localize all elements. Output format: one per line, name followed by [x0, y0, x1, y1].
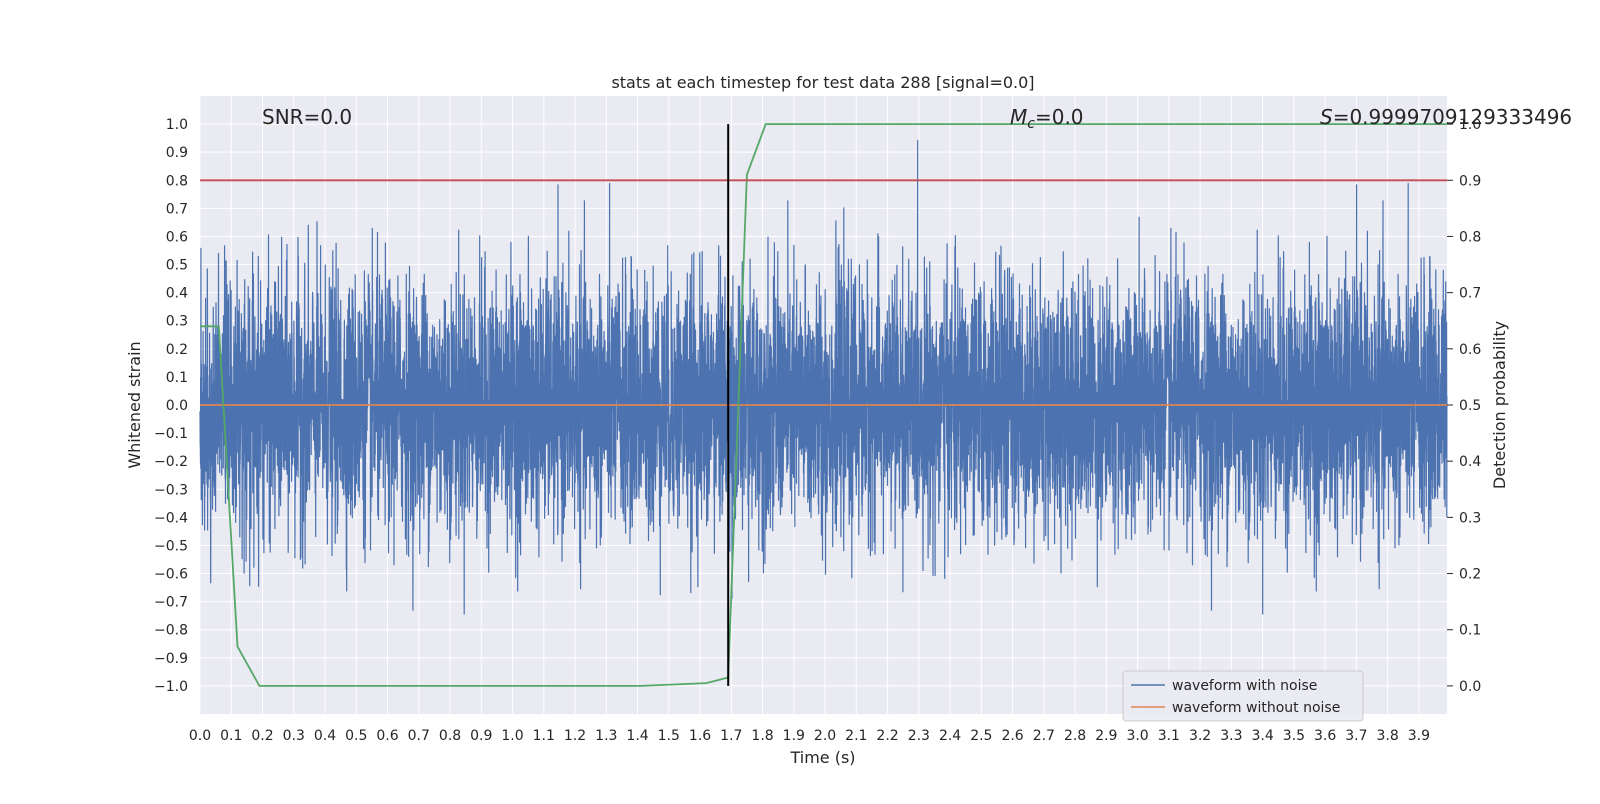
x-tick-label: 2.2	[876, 728, 898, 744]
y-tick-label: 0.9	[166, 145, 188, 161]
y2-tick-label: 0.9	[1459, 173, 1481, 189]
x-tick-label: 3.8	[1376, 728, 1398, 744]
score-annotation: S=0.9999709129333496	[1320, 105, 1572, 129]
series-line-detection-probability	[200, 123, 1447, 687]
legend-label-noisy: waveform with noise	[1172, 678, 1317, 694]
x-tick-label: 2.9	[1095, 728, 1117, 744]
y-tick-label: −0.2	[154, 454, 188, 470]
x-tick-label: 0.7	[408, 728, 430, 744]
y2-tick-label: 0.4	[1459, 454, 1481, 470]
x-tick-label: 0.3	[283, 728, 305, 744]
y-tick-label: 0.3	[166, 314, 188, 330]
y-tick-label: 0.6	[166, 229, 188, 245]
x-tick-label: 2.5	[970, 728, 992, 744]
x-tick-label: 1.2	[564, 728, 586, 744]
x-tick-label: 2.3	[908, 728, 930, 744]
series-noisy-waveform	[199, 139, 1448, 615]
x-tick-label: 1.5	[658, 728, 680, 744]
x-tick-label: 2.1	[845, 728, 867, 744]
series-line-waveform-with-noise	[199, 139, 1448, 615]
x-tick-label: 2.0	[814, 728, 836, 744]
y-tick-label: −0.7	[154, 595, 188, 611]
x-tick-label: 0.4	[314, 728, 336, 744]
x-tick-labels: 0.0 0.1 0.2 0.3 0.4 0.5 0.6 0.7 0.8 0.9 1.0 1.1 1.2 1…	[189, 728, 1430, 744]
y2-axis-label: Detection probability	[1490, 321, 1509, 489]
x-tick-label: 2.7	[1033, 728, 1055, 744]
y-tick-label: −0.8	[154, 623, 188, 639]
y2-tick-label: 0.3	[1459, 510, 1481, 526]
x-tick-label: 0.0	[189, 728, 211, 744]
x-tick-label: 1.8	[751, 728, 773, 744]
y-tick-label: 0.7	[166, 201, 188, 217]
y-tick-label: −0.5	[154, 538, 188, 554]
y-tick-label: 0.1	[166, 370, 188, 386]
x-tick-label: 2.4	[939, 728, 961, 744]
x-tick-label: 3.5	[1283, 728, 1305, 744]
snr-annotation: SNR=0.0	[262, 105, 352, 129]
y2-tick-label: 0.2	[1459, 567, 1481, 583]
x-tick-label: 3.6	[1314, 728, 1336, 744]
x-tick-label: 0.8	[439, 728, 461, 744]
overlay-lines	[200, 123, 1447, 687]
y2-tick-label: 1.0	[1459, 117, 1481, 133]
x-tick-label: 0.9	[470, 728, 492, 744]
y-tick-label: −0.6	[154, 567, 188, 583]
chirp-mass-annotation: Mc=0.0	[1010, 105, 1084, 132]
x-tick-label: 3.9	[1408, 728, 1430, 744]
x-tick-label: 3.1	[1158, 728, 1180, 744]
x-tick-label: 0.5	[345, 728, 367, 744]
chart-title: stats at each timestep for test data 288…	[611, 73, 1034, 92]
x-tick-label: 2.8	[1064, 728, 1086, 744]
y2-tick-label: 0.8	[1459, 229, 1481, 245]
y-tick-label: 0.2	[166, 342, 188, 358]
x-tick-label: 1.4	[626, 728, 648, 744]
y-tick-label: −0.3	[154, 482, 188, 498]
y-tick-label: 0.0	[166, 398, 188, 414]
legend: waveform with noise waveform without noi…	[1122, 670, 1364, 722]
y-tick-label: 0.4	[166, 286, 188, 302]
x-tick-label: 3.2	[1189, 728, 1211, 744]
y2-tick-label: 0.0	[1459, 679, 1481, 695]
y-tick-label: 1.0	[166, 117, 188, 133]
x-tick-label: 1.1	[533, 728, 555, 744]
x-tick-label: 3.7	[1345, 728, 1367, 744]
x-tick-label: 0.2	[251, 728, 273, 744]
y-tick-label: 0.5	[166, 258, 188, 274]
y2-tick-label: 0.7	[1459, 286, 1481, 302]
x-tick-label: 0.1	[220, 728, 242, 744]
x-tick-label: 1.6	[689, 728, 711, 744]
y2-tick-labels: 1.0 0.9 0.8 0.7 0.6 0.5 0.4 0.3 0.2 0.1 0.0	[1447, 117, 1481, 695]
x-tick-label: 3.3	[1220, 728, 1242, 744]
y-tick-label: −0.4	[154, 510, 188, 526]
x-tick-label: 2.6	[1001, 728, 1023, 744]
y-tick-label: −0.9	[154, 651, 188, 667]
y-tick-label: −1.0	[154, 679, 188, 695]
x-tick-label: 1.9	[783, 728, 805, 744]
legend-label-clean: waveform without noise	[1172, 700, 1340, 716]
x-tick-label: 3.0	[1126, 728, 1148, 744]
x-tick-label: 0.6	[376, 728, 398, 744]
x-tick-label: 1.7	[720, 728, 742, 744]
y-tick-label: −0.1	[154, 426, 188, 442]
x-tick-label: 1.3	[595, 728, 617, 744]
y-axis-label: Whitened strain	[125, 341, 144, 468]
legend-box	[1122, 670, 1364, 722]
y2-tick-label: 0.5	[1459, 398, 1481, 414]
y2-tick-label: 0.6	[1459, 342, 1481, 358]
y-tick-labels: 1.0 0.9 0.8 0.7 0.6 0.5 0.4 0.3 0.2 0.1 0.0 −0.1 −0.…	[154, 117, 188, 695]
x-tick-label: 1.0	[501, 728, 523, 744]
x-tick-label: 3.4	[1251, 728, 1273, 744]
y-tick-label: 0.8	[166, 173, 188, 189]
y2-tick-label: 0.1	[1459, 623, 1481, 639]
x-axis-label: Time (s)	[789, 748, 855, 767]
